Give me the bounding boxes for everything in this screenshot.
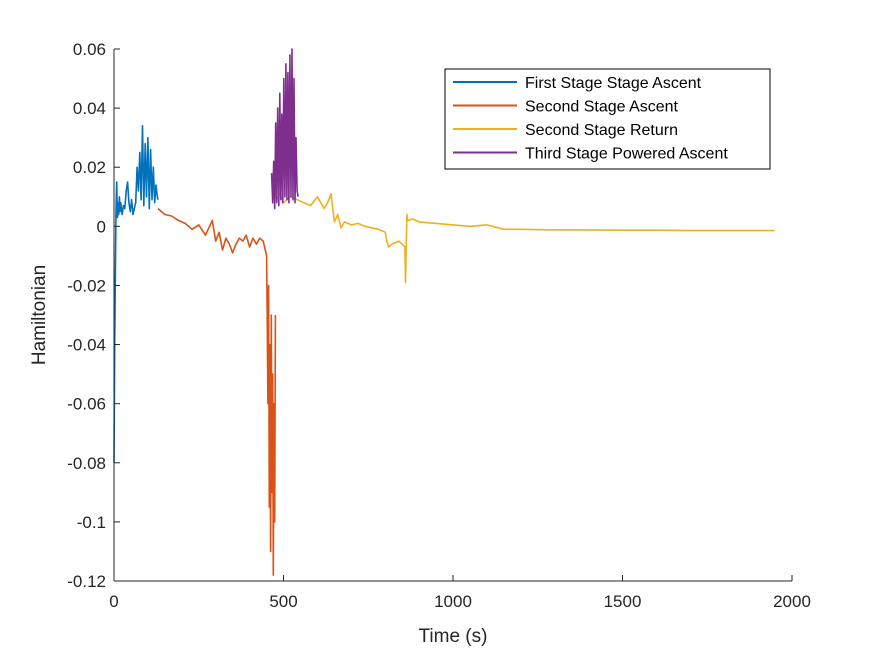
series-line-2 [157, 207, 277, 576]
y-axis-label: Hamiltonian [29, 265, 50, 365]
legend-label-1: First Stage Stage Ascent [525, 75, 702, 92]
legend-label-3: Second Stage Return [525, 122, 678, 139]
x-tick-label: 2000 [773, 592, 811, 611]
legend: First Stage Stage Ascent Second Stage Asc… [444, 68, 771, 170]
x-tick-label: 1000 [434, 592, 472, 611]
series-layer [113, 48, 775, 576]
y-tick-label: -0.1 [77, 513, 106, 532]
x-axis-label: Time (s) [419, 626, 488, 647]
y-tick-label: 0 [97, 217, 106, 236]
series-line-4 [270, 48, 299, 210]
y-tick-label: -0.06 [67, 395, 106, 414]
y-ticks: -0.12 -0.1 -0.08 -0.06 -0.04 -0.02 0 0.02 0.04 0.… [67, 40, 120, 591]
y-tick-label: 0.02 [73, 158, 106, 177]
legend-label-4: Third Stage Powered Ascent [525, 146, 728, 163]
series-line-1 [113, 125, 159, 463]
x-ticks: 0 500 1000 1500 2000 [109, 575, 811, 611]
y-tick-label: -0.08 [67, 454, 106, 473]
series-line-3 [274, 190, 775, 284]
y-tick-label: -0.04 [67, 336, 106, 355]
legend-label-2: Second Stage Ascent [525, 99, 679, 116]
y-tick-label: 0.04 [73, 99, 106, 118]
y-tick-label: -0.02 [67, 276, 106, 295]
y-tick-label: -0.12 [67, 572, 106, 591]
x-tick-label: 0 [109, 592, 118, 611]
x-tick-label: 500 [269, 592, 297, 611]
x-tick-label: 1500 [604, 592, 642, 611]
y-tick-label: 0.06 [73, 40, 106, 59]
legend-items: First Stage Stage Ascent Second Stage Asc… [453, 75, 728, 163]
